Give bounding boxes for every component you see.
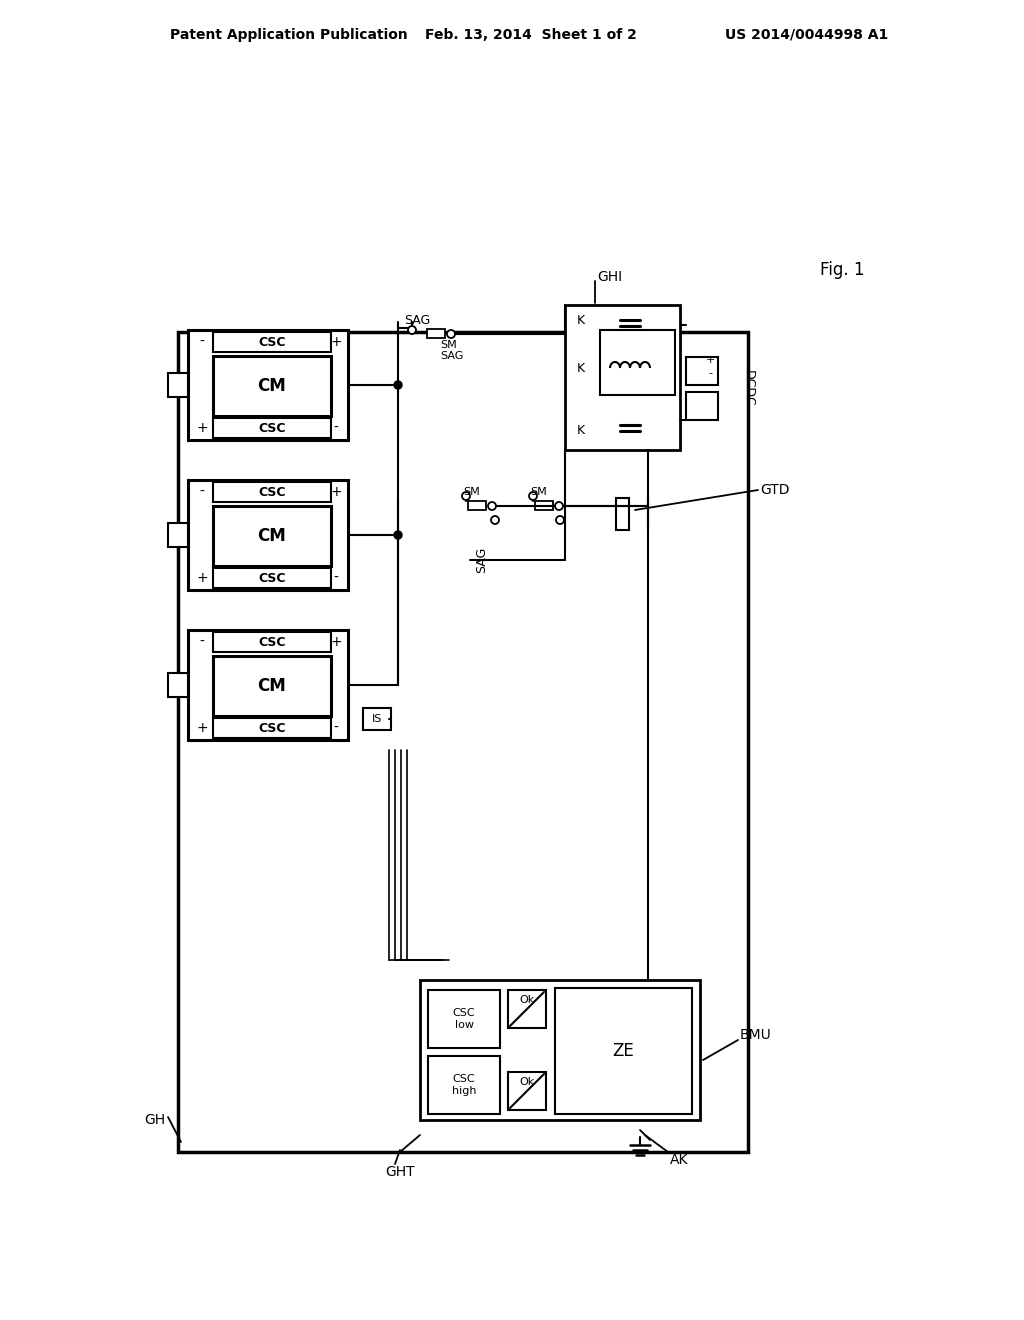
Bar	[535, 502, 553, 510]
Text: CSC: CSC	[258, 635, 286, 648]
Text: GHI: GHI	[597, 271, 623, 284]
Circle shape	[447, 330, 455, 338]
Text: -: -	[334, 421, 339, 436]
Bar	[616, 498, 629, 531]
Text: SAG: SAG	[403, 314, 430, 326]
Text: -: -	[200, 484, 205, 499]
Bar	[168, 374, 188, 397]
Bar	[168, 673, 188, 697]
Text: SM: SM	[440, 341, 457, 350]
Text: CSC: CSC	[258, 722, 286, 734]
Bar	[427, 329, 445, 338]
Bar	[188, 480, 348, 590]
Text: AK: AK	[670, 1152, 688, 1167]
Text: -: -	[334, 572, 339, 585]
Bar	[420, 979, 700, 1119]
Text: Ok: Ok	[519, 995, 535, 1005]
Text: K: K	[577, 424, 585, 437]
Text: CSC
high: CSC high	[452, 1074, 476, 1096]
Circle shape	[488, 502, 496, 510]
Bar	[600, 330, 675, 395]
Circle shape	[555, 502, 563, 510]
Text: SAG: SAG	[440, 351, 464, 360]
Circle shape	[490, 516, 499, 524]
Text: CM: CM	[258, 378, 287, 395]
Text: +: +	[706, 355, 715, 366]
Text: Fig. 1: Fig. 1	[820, 261, 864, 279]
Circle shape	[394, 531, 402, 539]
Text: GH: GH	[144, 1113, 165, 1127]
Bar	[213, 333, 331, 352]
Text: US 2014/0044998 A1: US 2014/0044998 A1	[725, 28, 888, 42]
Bar	[178, 333, 748, 1152]
Text: GHT: GHT	[385, 1166, 415, 1179]
Bar	[213, 482, 331, 502]
Text: CM: CM	[258, 527, 287, 545]
Bar	[213, 356, 331, 416]
Text: DCDC: DCDC	[741, 370, 755, 407]
Bar	[213, 718, 331, 738]
Text: SM: SM	[464, 487, 480, 498]
Bar	[508, 1072, 546, 1110]
Text: -: -	[200, 635, 205, 649]
Text: CSC: CSC	[258, 421, 286, 434]
Text: SM: SM	[530, 487, 548, 498]
Circle shape	[408, 326, 416, 334]
Text: IS: IS	[372, 714, 382, 723]
Text: +: +	[197, 721, 208, 735]
Text: -: -	[708, 368, 712, 378]
Bar	[686, 392, 718, 420]
Bar	[428, 990, 500, 1048]
Bar	[213, 506, 331, 566]
Bar	[188, 630, 348, 741]
Bar	[565, 305, 680, 450]
Text: BMU: BMU	[740, 1028, 772, 1041]
Text: +: +	[197, 421, 208, 436]
Circle shape	[394, 381, 402, 389]
Text: Ok: Ok	[519, 1077, 535, 1086]
Text: CSC: CSC	[258, 572, 286, 585]
Circle shape	[556, 516, 564, 524]
Text: GTD: GTD	[760, 483, 790, 498]
Circle shape	[529, 492, 537, 500]
Text: -: -	[200, 335, 205, 348]
Text: Feb. 13, 2014  Sheet 1 of 2: Feb. 13, 2014 Sheet 1 of 2	[425, 28, 637, 42]
Bar	[213, 568, 331, 587]
Bar	[188, 330, 348, 440]
Text: CSC: CSC	[258, 486, 286, 499]
Text: Patent Application Publication: Patent Application Publication	[170, 28, 408, 42]
Bar	[686, 356, 718, 385]
Bar	[508, 990, 546, 1028]
Text: ZE: ZE	[612, 1041, 634, 1060]
Text: SAG: SAG	[475, 546, 488, 573]
Text: +: +	[197, 572, 208, 585]
Text: K: K	[577, 362, 585, 375]
Bar	[168, 523, 188, 546]
Text: -: -	[334, 721, 339, 735]
Text: +: +	[330, 484, 342, 499]
Bar	[213, 632, 331, 652]
Text: K: K	[577, 314, 585, 326]
Text: CSC
low: CSC low	[453, 1008, 475, 1030]
Bar	[213, 656, 331, 715]
Text: CM: CM	[258, 677, 287, 696]
Bar	[555, 987, 692, 1114]
Circle shape	[462, 492, 470, 500]
Bar	[213, 418, 331, 438]
Text: CSC: CSC	[258, 335, 286, 348]
Bar	[362, 708, 391, 730]
Bar	[428, 1056, 500, 1114]
Text: +: +	[330, 635, 342, 649]
Text: +: +	[330, 335, 342, 348]
Bar	[468, 502, 486, 510]
